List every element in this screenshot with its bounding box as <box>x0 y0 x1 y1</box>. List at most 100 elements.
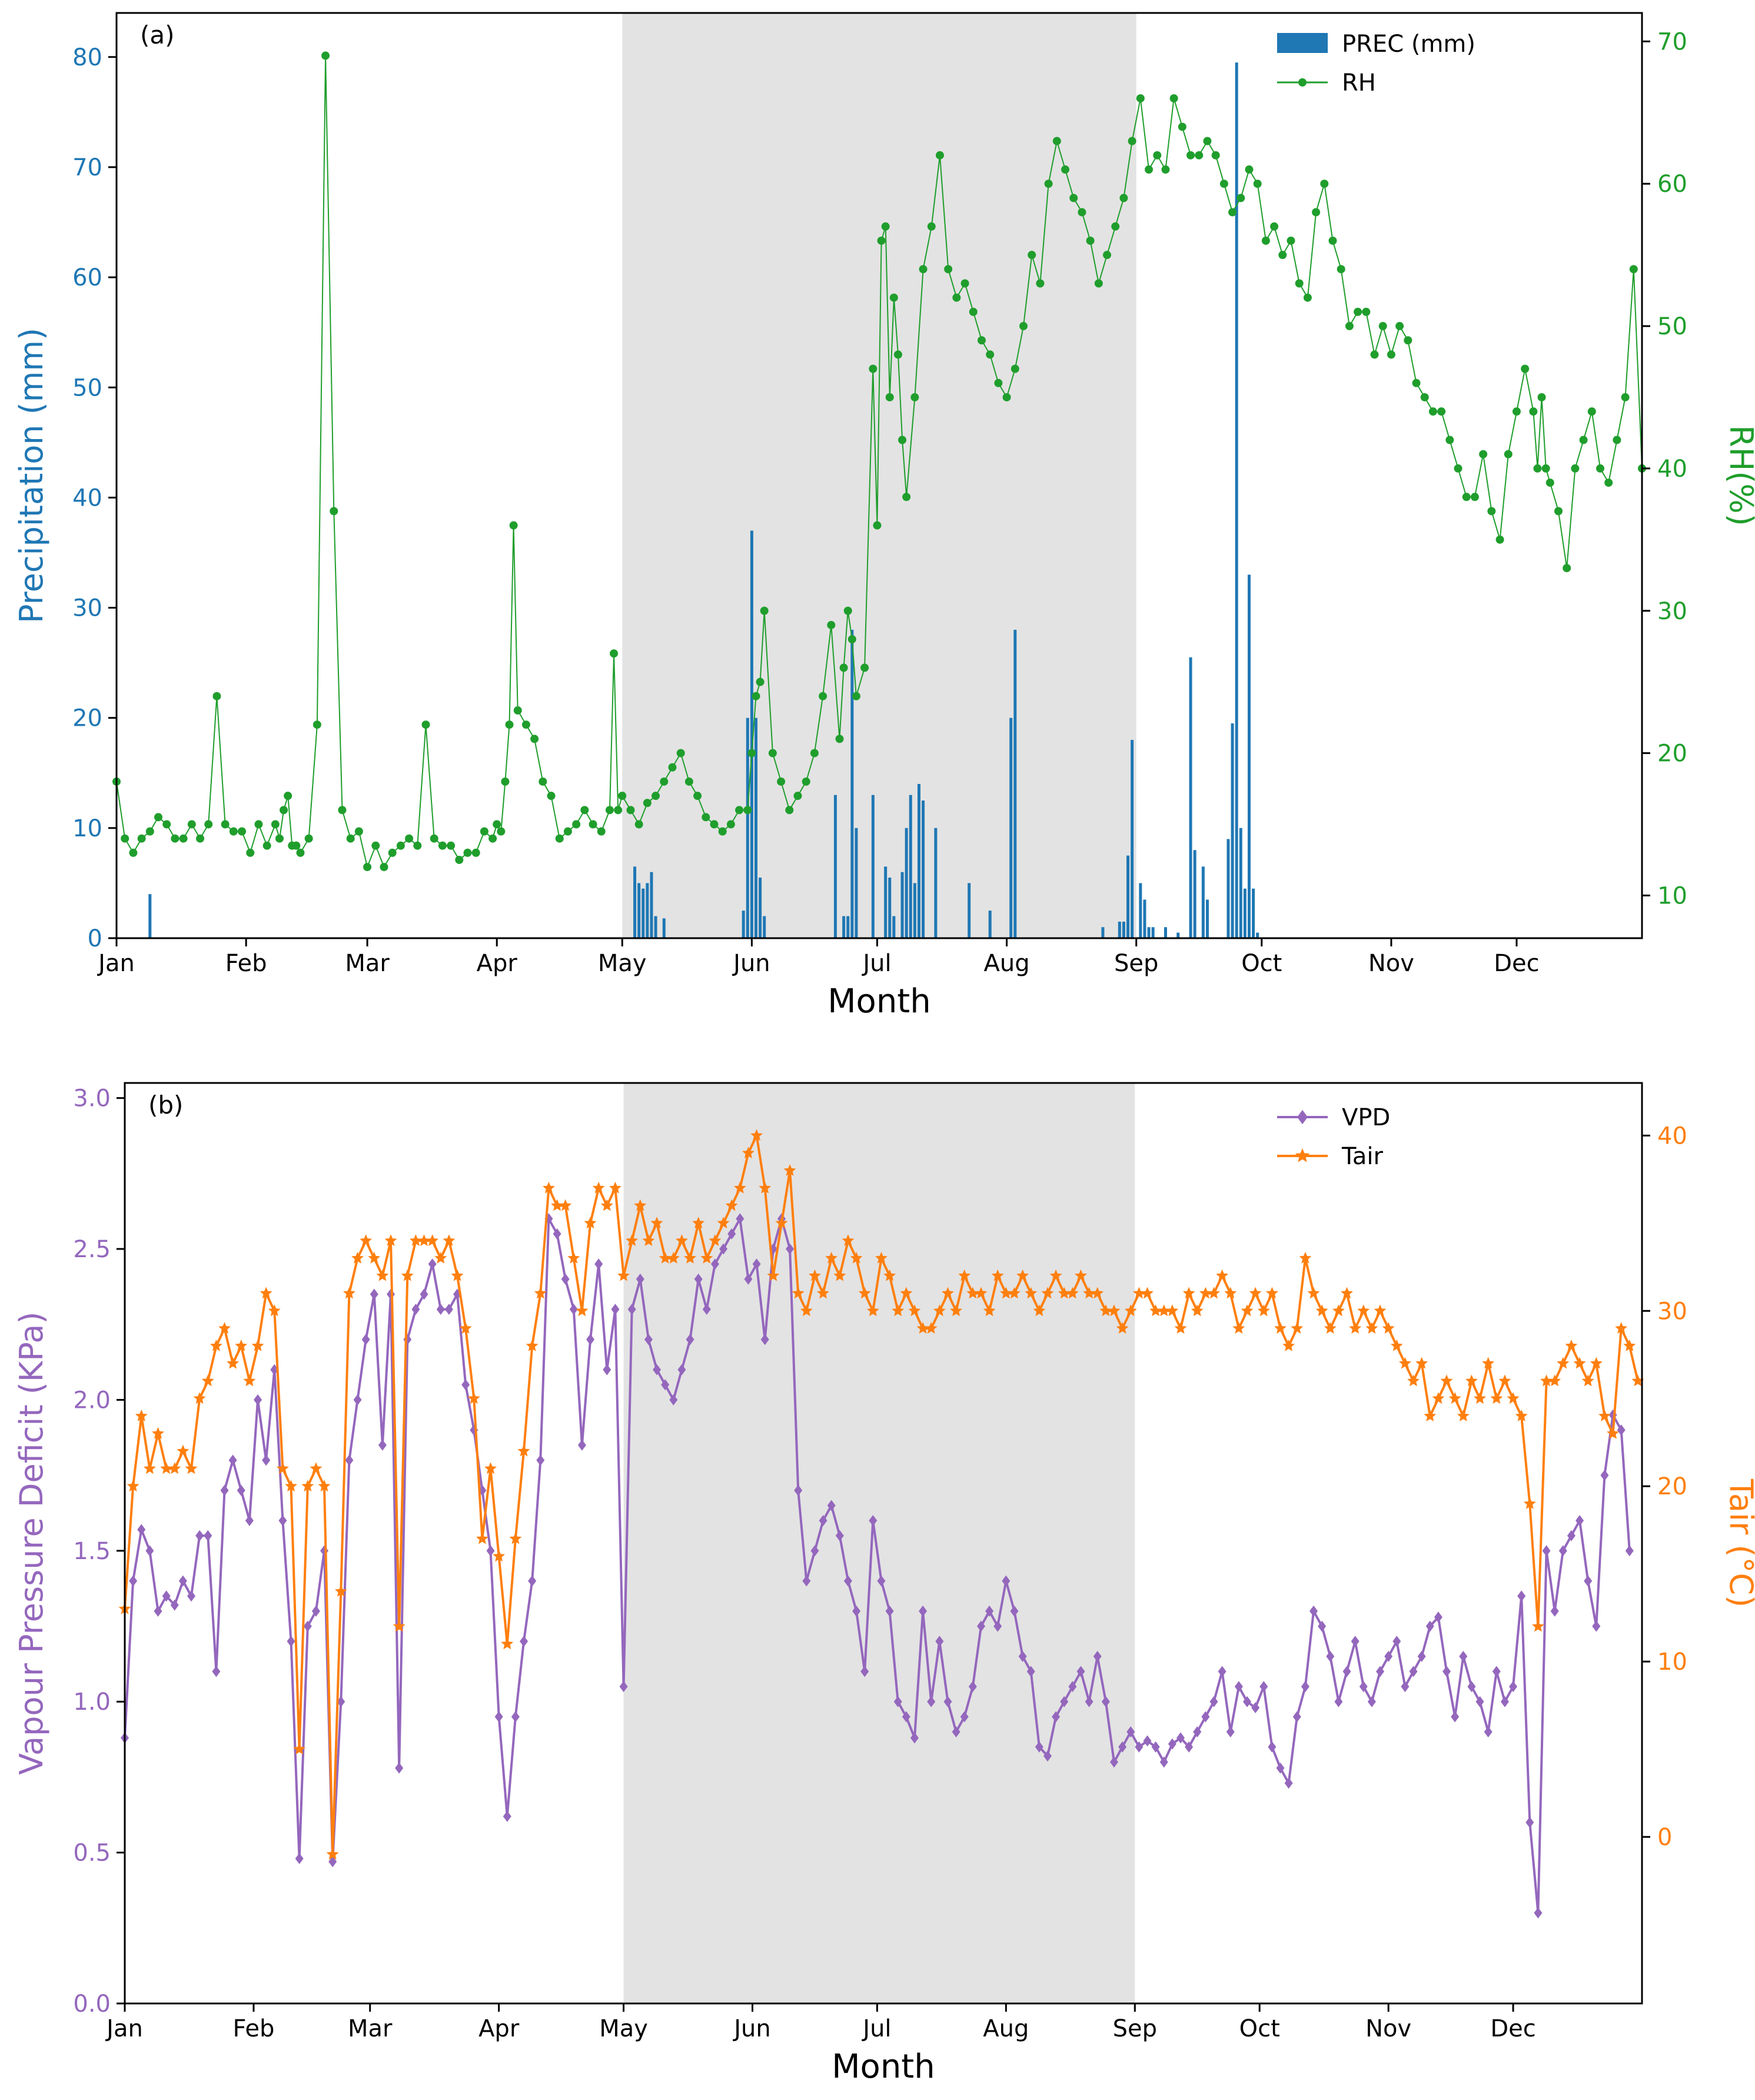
rh-point <box>1495 535 1504 544</box>
vpd-point <box>1425 1620 1434 1632</box>
left-y-tick-label: 20 <box>72 705 102 732</box>
vpd-point <box>228 1454 237 1466</box>
tair-point <box>434 1251 447 1264</box>
panel-a-axes-frame <box>115 12 1643 939</box>
vpd-point <box>1318 1620 1327 1632</box>
vpd-point <box>1292 1711 1301 1723</box>
vpd-point <box>1617 1424 1626 1436</box>
x-tick-label: Nov <box>1368 950 1414 977</box>
rh-point <box>1119 194 1128 202</box>
rh-point <box>1354 307 1362 316</box>
rh-point <box>221 820 230 829</box>
right-y-tick-label: 70 <box>1657 28 1687 55</box>
rh-point <box>684 777 693 786</box>
rh-point <box>1504 450 1513 458</box>
panel-a-x-axis-title: Month <box>827 982 931 1021</box>
vpd-point <box>1018 1650 1027 1662</box>
prec-bar <box>1164 927 1167 938</box>
prec-bar <box>1252 888 1255 938</box>
vpd-point <box>985 1605 994 1617</box>
rh-point <box>877 236 886 245</box>
rh-point <box>902 493 911 501</box>
rh-point <box>455 855 464 864</box>
prec-bar <box>1247 574 1251 938</box>
vpd-point <box>129 1575 138 1587</box>
prec-bar <box>871 795 875 938</box>
vpd-point <box>935 1636 944 1647</box>
tair-point <box>1357 1304 1370 1317</box>
prec-bar <box>934 828 938 938</box>
rh-point <box>338 806 347 815</box>
rh-point <box>447 841 456 850</box>
rh-point <box>735 806 744 815</box>
vpd-point <box>586 1334 595 1345</box>
tair-point <box>1557 1357 1570 1369</box>
vpd-point <box>212 1666 221 1677</box>
prec-bar <box>637 883 641 938</box>
vpd-point <box>311 1605 320 1617</box>
rh-point <box>889 293 898 302</box>
tair-point <box>1049 1269 1062 1281</box>
vpd-point <box>1243 1696 1252 1707</box>
tair-point <box>1332 1304 1345 1317</box>
panel-b-plot-area <box>118 1129 1644 1919</box>
rh-point <box>1512 407 1521 416</box>
prec-bar <box>1126 855 1130 938</box>
vpd-point <box>1052 1711 1061 1723</box>
tair-point <box>1008 1287 1021 1299</box>
legend-label-tair: Tair <box>1341 1143 1383 1170</box>
panel-b-shaded-region <box>623 1083 1135 2003</box>
rh-point <box>1278 251 1287 260</box>
tair-point <box>634 1199 647 1211</box>
rh-point <box>1533 464 1542 473</box>
prec-bar <box>1151 927 1155 938</box>
rh-point <box>885 393 894 401</box>
tair-point <box>1324 1322 1337 1334</box>
left-y-tick-label: 40 <box>72 484 102 511</box>
vpd-point <box>1367 1696 1376 1707</box>
rh-point <box>204 820 213 829</box>
rh-point <box>835 735 844 743</box>
rh-point <box>354 827 363 836</box>
rh-point <box>756 677 765 686</box>
rh-point <box>1011 364 1019 373</box>
tair-point <box>160 1462 173 1474</box>
rh-point <box>1328 236 1337 245</box>
rh-point <box>802 777 810 786</box>
vpd-point <box>1002 1575 1011 1587</box>
rh-point <box>1420 393 1429 401</box>
vpd-point <box>1259 1681 1268 1693</box>
tair-point <box>925 1322 938 1334</box>
vpd-point <box>594 1258 603 1270</box>
rh-point <box>1228 208 1237 217</box>
tair-point <box>1033 1304 1046 1317</box>
tair-point <box>842 1234 855 1246</box>
rh-point <box>280 806 288 815</box>
x-tick-label: May <box>599 2015 648 2042</box>
prec-bar <box>633 866 637 938</box>
vpd-point <box>361 1334 370 1345</box>
vpd-point <box>1401 1681 1410 1693</box>
vpd-point <box>528 1575 537 1587</box>
vpd-point <box>511 1711 520 1723</box>
rh-point <box>1103 251 1112 260</box>
tair-point <box>999 1287 1012 1299</box>
tair-point <box>650 1217 663 1229</box>
rh-point <box>1169 94 1178 103</box>
x-tick-label: Jun <box>732 2015 771 2042</box>
x-tick-label: Sep <box>1113 2015 1157 2042</box>
tair-point <box>368 1251 381 1264</box>
rh-point <box>760 606 769 615</box>
tair-point <box>833 1269 846 1281</box>
tair-point <box>825 1251 838 1264</box>
vpd-point <box>1442 1666 1451 1677</box>
x-tick-label: Jun <box>732 950 770 977</box>
tair-point <box>301 1480 314 1492</box>
rh-point <box>1395 322 1404 331</box>
rh-point <box>304 834 313 843</box>
legend-label-vpd: VPD <box>1342 1104 1390 1131</box>
vpd-point <box>1101 1696 1110 1707</box>
vpd-point <box>627 1304 636 1315</box>
prec-bar <box>888 878 892 938</box>
rh-point <box>509 521 518 530</box>
